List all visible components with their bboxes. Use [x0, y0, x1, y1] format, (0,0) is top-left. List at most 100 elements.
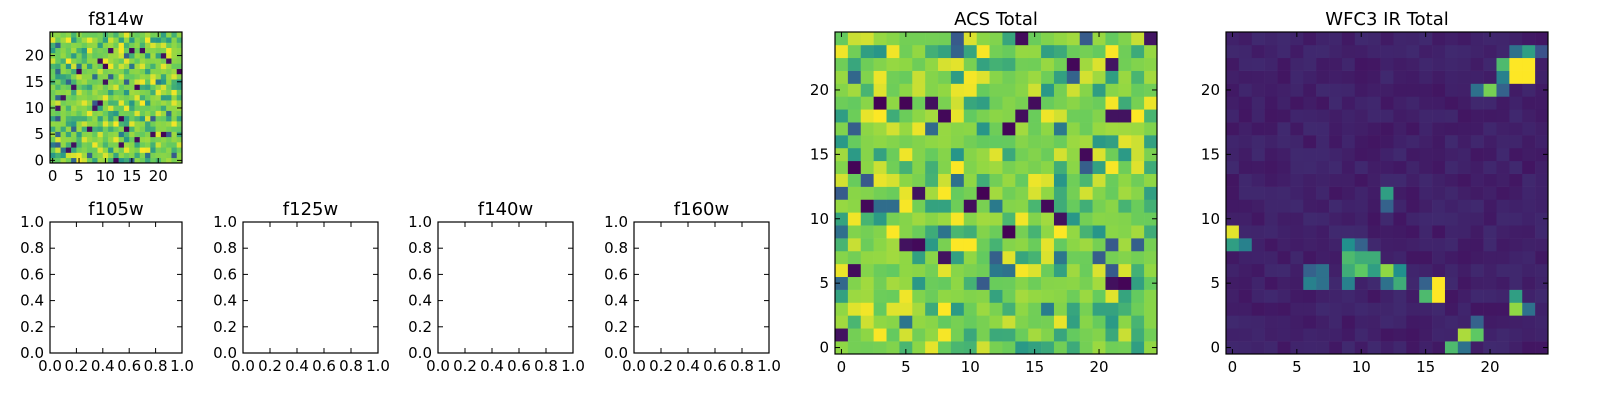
heatmap-cell	[160, 157, 167, 164]
heatmap-cell	[847, 147, 862, 162]
axes-frame	[437, 221, 574, 354]
heatmap-cell	[1015, 289, 1029, 303]
heatmap-cell	[1251, 147, 1265, 162]
heatmap-cell	[166, 47, 172, 54]
heatmap-cell	[145, 147, 151, 153]
heatmap-cell	[1015, 122, 1029, 136]
heatmap-cell	[1092, 122, 1106, 136]
heatmap-cell	[1002, 302, 1016, 316]
heatmap-cell	[1290, 70, 1304, 84]
heatmap-cell	[1144, 315, 1158, 329]
heatmap-cell	[150, 152, 156, 159]
heatmap-cell	[950, 276, 965, 290]
heatmap-cell	[1079, 341, 1093, 355]
heatmap-cell	[1483, 109, 1497, 123]
heatmap-cell	[86, 100, 93, 106]
y-tick-label: 0.0	[408, 344, 432, 362]
heatmap-cell	[1367, 328, 1381, 342]
heatmap-cell	[1419, 186, 1433, 200]
y-tick-label: 0.4	[213, 292, 237, 310]
heatmap-cell	[1015, 57, 1029, 71]
heatmap-cell	[963, 212, 977, 226]
heatmap-cell	[71, 47, 77, 54]
heatmap-cell	[139, 42, 146, 49]
heatmap-cell	[65, 142, 72, 148]
heatmap-cell	[1118, 212, 1132, 226]
heatmap-cell	[102, 142, 109, 148]
heatmap-cell	[1303, 238, 1317, 252]
heatmap-cell	[860, 263, 874, 278]
heatmap-cell	[1251, 96, 1265, 110]
heatmap-cell	[1329, 225, 1343, 239]
heatmap-cell	[171, 52, 178, 59]
heatmap-cell	[1457, 212, 1472, 226]
heatmap-cell	[102, 147, 109, 153]
heatmap-cell	[129, 89, 135, 96]
heatmap-cell	[176, 47, 183, 54]
heatmap-cell	[86, 152, 93, 159]
heatmap-cell	[108, 110, 114, 117]
heatmap-cell	[166, 126, 172, 132]
heatmap-cell	[1015, 238, 1029, 252]
heatmap-cell	[145, 142, 151, 148]
heatmap-cell	[1118, 109, 1132, 123]
heatmap-cell	[1496, 315, 1510, 329]
heatmap-cell	[1092, 109, 1106, 123]
heatmap-cell	[1341, 44, 1356, 59]
heatmap-cell	[1277, 199, 1291, 213]
heatmap-cell	[950, 302, 965, 316]
heatmap-cell	[912, 276, 926, 290]
heatmap-cell	[1316, 96, 1330, 110]
heatmap-cell	[1226, 212, 1240, 226]
heatmap-cell	[886, 109, 900, 123]
x-tick-label: 0.8	[730, 357, 754, 375]
heatmap-cell	[1509, 328, 1523, 342]
heatmap-cell	[171, 126, 178, 132]
heatmap-cell	[1419, 212, 1433, 226]
heatmap-cell	[1226, 263, 1240, 278]
heatmap-cell	[81, 115, 88, 122]
heatmap-cell	[1118, 96, 1132, 110]
heatmap-cell	[1226, 160, 1240, 174]
heatmap-cell	[1144, 263, 1158, 278]
heatmap-cell	[71, 110, 77, 117]
heatmap-cell	[50, 84, 56, 90]
heatmap-cell	[1483, 96, 1497, 110]
heatmap-cell	[1419, 225, 1433, 239]
heatmap-cell	[1483, 83, 1497, 97]
heatmap-cell	[134, 37, 141, 43]
heatmap-cell	[118, 105, 125, 111]
heatmap-cell	[1028, 238, 1042, 252]
heatmap-cell	[1131, 109, 1145, 123]
x-tick-label: 0.4	[676, 357, 700, 375]
heatmap-cell	[925, 341, 939, 355]
heatmap-cell	[847, 315, 862, 329]
heatmap-cell	[155, 42, 162, 49]
heatmap-cell	[1002, 263, 1016, 278]
heatmap-cell	[118, 136, 125, 143]
heatmap-cell	[145, 84, 151, 90]
heatmap-cell	[1015, 315, 1029, 329]
heatmap-cell	[1432, 212, 1446, 226]
x-tick-label: 0.8	[144, 357, 168, 375]
heatmap-cell	[847, 70, 862, 84]
heatmap-cell	[873, 83, 887, 97]
heatmap-cell	[155, 152, 162, 159]
heatmap-cell	[1316, 57, 1330, 71]
heatmap-cell	[97, 136, 104, 143]
heatmap-cell	[1015, 147, 1029, 162]
heatmap-cell	[102, 84, 109, 90]
heatmap-cell	[847, 276, 862, 290]
y-tick-label: 5	[819, 274, 829, 292]
heatmap-cell	[912, 199, 926, 213]
heatmap-cell	[1303, 57, 1317, 71]
heatmap-cell	[1303, 44, 1317, 59]
heatmap-cell	[150, 142, 156, 148]
heatmap-cell	[963, 263, 977, 278]
heatmap-cell	[1509, 83, 1523, 97]
heatmap-cell	[108, 73, 114, 80]
axes-frame	[49, 31, 183, 164]
heatmap-cell	[1251, 341, 1265, 355]
heatmap-cell	[847, 212, 862, 226]
heatmap-cell	[81, 136, 88, 143]
